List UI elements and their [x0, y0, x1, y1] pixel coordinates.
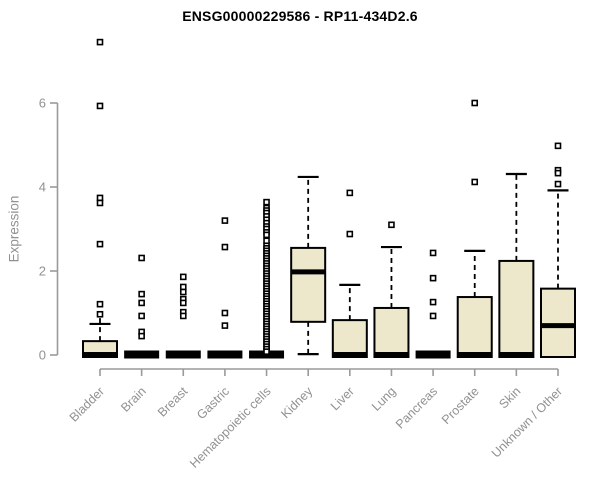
box-kidney — [290, 246, 327, 323]
outlier-point-brain — [138, 290, 145, 298]
outlier-point-prostate — [471, 99, 479, 107]
box-prostate — [456, 296, 493, 359]
outlier-point-brain — [138, 299, 145, 307]
outlier-point-unknown-other — [554, 142, 562, 150]
x-tick-label-breast: Breast — [155, 384, 191, 420]
outlier-point-breast — [179, 288, 187, 296]
outlier-point-hematopoietic-cells — [263, 348, 270, 355]
x-tick-label-liver: Liver — [328, 384, 357, 413]
y-tick-label: 4 — [39, 180, 46, 195]
outlier-point-gastric — [221, 217, 229, 224]
outlier-point-hematopoietic-cells — [263, 231, 270, 239]
outlier-point-unknown-other — [554, 180, 562, 188]
outlier-point-bladder — [96, 240, 104, 248]
x-tick-label-skin: Skin — [496, 384, 523, 411]
x-tick-label-bladder: Bladder — [67, 384, 107, 424]
chart-title: ENSG00000229586 - RP11-434D2.6 — [182, 8, 418, 24]
outlier-point-gastric — [221, 309, 229, 317]
outlier-point-breast — [179, 299, 187, 307]
x-tick-label-unknown-other: Unknown / Other — [489, 384, 565, 460]
y-tick-label: 0 — [39, 348, 46, 363]
box-brain — [124, 350, 160, 359]
outlier-point-bladder — [96, 199, 104, 207]
outlier-point-bladder — [96, 38, 104, 46]
x-tick-label-lung: Lung — [369, 384, 399, 414]
outlier-point-brain — [138, 254, 145, 262]
y-tick-label: 6 — [39, 96, 46, 111]
x-tick-label-gastric: Gastric — [194, 384, 232, 422]
outlier-point-brain — [138, 332, 145, 340]
box-skin — [498, 259, 535, 359]
box-pancreas — [415, 350, 451, 359]
outlier-point-prostate — [471, 178, 479, 186]
outlier-point-liver — [346, 189, 354, 197]
outlier-point-bladder — [96, 310, 104, 318]
box-lung — [373, 306, 410, 358]
y-tick-label: 2 — [39, 264, 46, 279]
outlier-point-unknown-other — [554, 169, 562, 177]
x-tick-label-hematopoietic-cells: Hematopoietic cells — [187, 384, 274, 471]
outlier-point-bladder — [96, 300, 104, 308]
x-tick-label-kidney: Kidney — [278, 384, 315, 421]
outlier-point-pancreas — [429, 274, 437, 282]
outlier-point-pancreas — [429, 312, 437, 320]
box-gastric — [207, 350, 243, 359]
outlier-point-brain — [138, 312, 145, 320]
outlier-point-hematopoietic-cells — [263, 198, 270, 206]
outlier-point-gastric — [221, 243, 229, 251]
outlier-point-pancreas — [429, 249, 437, 257]
outlier-point-breast — [179, 273, 187, 281]
x-tick-label-prostate: Prostate — [439, 384, 482, 427]
outlier-point-breast — [179, 312, 187, 320]
x-tick-label-brain: Brain — [118, 384, 149, 415]
x-tick-label-pancreas: Pancreas — [393, 384, 440, 431]
outlier-point-pancreas — [429, 298, 437, 306]
box-breast — [165, 350, 201, 359]
outlier-point-bladder — [96, 102, 104, 110]
box-unknown-other — [539, 287, 576, 359]
outlier-point-liver — [346, 230, 354, 238]
box-liver — [331, 319, 368, 359]
outlier-point-gastric — [221, 322, 229, 329]
outlier-point-lung — [388, 221, 395, 229]
